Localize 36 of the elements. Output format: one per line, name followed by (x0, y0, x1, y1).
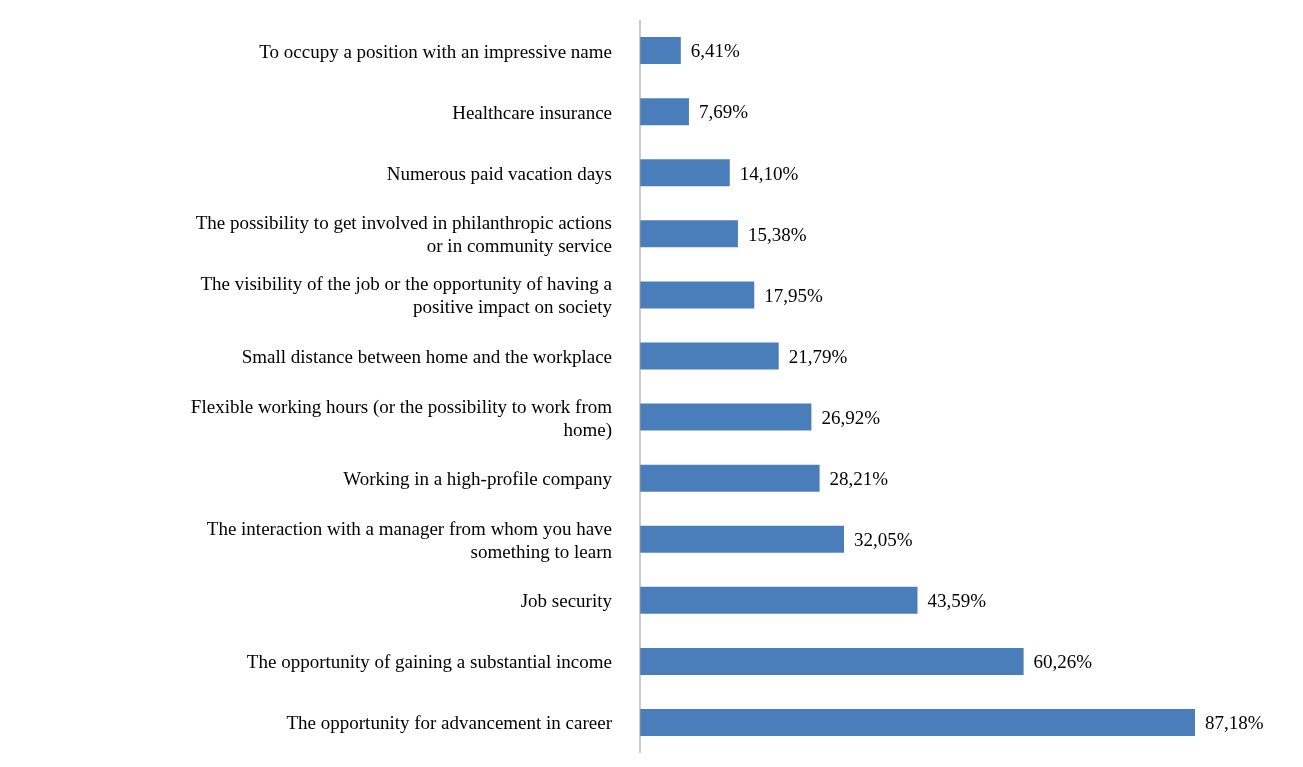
bar (640, 220, 738, 248)
data-label: 28,21% (829, 467, 889, 489)
data-label: 15,38% (747, 223, 807, 245)
data-label: 7,69% (698, 101, 749, 123)
data-label: 21,79% (788, 345, 848, 367)
y-tick-label: Flexible working hours (or the possibility to work from home) (190, 395, 613, 441)
data-label: 6,41% (690, 40, 741, 62)
bar (640, 709, 1195, 737)
y-tick-label: Small distance between home and the workplace (241, 345, 612, 367)
bar (640, 159, 730, 187)
y-tick-label: The opportunity of gaining a substantial income (246, 650, 612, 672)
y-tick-label: To occupy a position with an impressive name (259, 40, 612, 62)
y-tick-label: The opportunity for advancement in career (286, 711, 613, 733)
bar (640, 586, 918, 614)
y-tick-label: The visibility of the job or the opportunity of having a positive impact on society (200, 272, 613, 317)
y-tick-label: Healthcare insurance (452, 101, 612, 123)
y-tick-label: The interaction with a manager from whom you have something to learn (206, 517, 613, 562)
y-tick-label: Working in a high-profile company (343, 467, 613, 489)
bar (640, 37, 681, 65)
data-label: 26,92% (821, 406, 881, 428)
data-label: 14,10% (739, 162, 799, 184)
data-label: 60,26% (1033, 651, 1093, 673)
bar (640, 403, 812, 431)
bar (640, 647, 1024, 675)
y-tick-label: The possibility to get involved in philanthropic actions or in community service (195, 211, 612, 256)
y-tick-label: Job security (520, 589, 613, 611)
data-label: 32,05% (854, 529, 913, 551)
data-label: 43,59% (927, 590, 987, 612)
bar (640, 98, 689, 126)
bar (640, 342, 779, 370)
bar (640, 525, 845, 553)
y-tick-label: Numerous paid vacation days (386, 162, 612, 184)
bar (640, 281, 755, 309)
bar (640, 464, 820, 492)
data-label: 87,18% (1205, 712, 1264, 734)
data-label: 17,95% (764, 284, 824, 306)
